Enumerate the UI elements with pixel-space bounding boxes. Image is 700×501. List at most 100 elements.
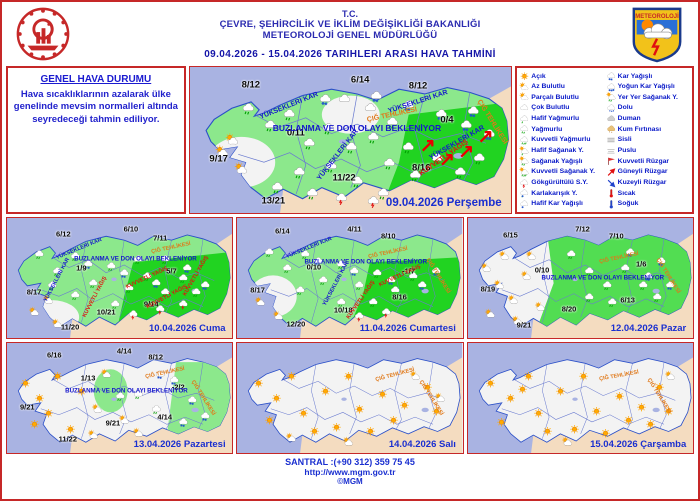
weather-sun-icon — [33, 393, 44, 404]
snow-icon — [431, 267, 441, 276]
weather-snow-icon — [168, 375, 179, 386]
general-weather-text: Hava sıcaklıklarının azalarak ülke genel… — [13, 89, 178, 125]
weather-rain-icon — [69, 289, 80, 300]
footer-url[interactable]: http://www.mgm.gov.tr — [304, 467, 396, 477]
legend-item-label: Duman — [617, 115, 641, 123]
sun-icon — [533, 409, 543, 418]
weather-partly-icon — [561, 436, 572, 448]
turkey-map-graphic — [237, 218, 463, 338]
snow-icon — [386, 276, 395, 286]
snow-icon — [178, 418, 188, 428]
weather-rain-icon — [302, 136, 316, 150]
snow-icon — [201, 411, 210, 421]
snow-icon — [371, 91, 382, 103]
weather-snow-icon — [318, 92, 332, 106]
meteorology-logo-text: METEOROLOJİ — [635, 13, 679, 20]
temperature-label: 0/4 — [440, 114, 454, 126]
partly-icon — [480, 263, 491, 272]
partly-icon — [87, 430, 98, 439]
legend-item: Çok Bulutlu — [519, 103, 603, 113]
rain-icon — [124, 283, 134, 293]
temperature-label: -1/7 — [402, 266, 416, 276]
weather-partly-icon — [498, 251, 509, 262]
temperature-label: 7/10 — [609, 231, 624, 241]
weather-sun-icon — [541, 426, 552, 437]
turkey-map-graphic — [467, 343, 693, 453]
arrowSE-icon — [607, 179, 616, 187]
sun-icon — [287, 372, 297, 381]
sun-icon — [34, 394, 44, 403]
map-sunday: 6/15 7/12 7/10 0/10 8/19 8/20 9/21 6/13 1/6 BUZLA… — [466, 217, 694, 339]
snow-icon — [183, 264, 192, 274]
sun-icon — [615, 391, 624, 401]
legend-item-label: Yer Yer Sağanak Y. — [617, 93, 678, 101]
shower1-icon — [519, 145, 529, 156]
sun-icon — [431, 407, 441, 416]
header-titles: T.C. ÇEVRE, ŞEHİRCİLİK VE İKLİM DEĞİŞİKL… — [72, 9, 628, 60]
weather-rain-icon — [299, 249, 310, 260]
weather-sun-icon — [354, 404, 365, 415]
legend-item-label: Soğuk — [617, 200, 639, 208]
rain-icon — [387, 117, 398, 130]
sun-icon — [664, 407, 673, 416]
weather-rain-icon — [263, 246, 274, 257]
weather-sun-icon — [645, 419, 656, 430]
weather-partly-icon — [521, 270, 532, 281]
weather-rain-icon — [566, 249, 577, 260]
weather-rain-icon — [390, 285, 401, 296]
weather-snow-icon — [150, 277, 161, 288]
smoke-icon — [607, 115, 615, 121]
rain1-icon — [520, 115, 529, 124]
sun-icon — [66, 424, 75, 434]
weather-rain-icon — [110, 299, 121, 310]
weather-snow-icon — [434, 107, 448, 121]
storm-icon — [335, 193, 347, 206]
legend-item: Soğuk — [606, 199, 690, 209]
legend-item: Hafif Kar Yağışlı — [519, 199, 603, 209]
weather-partly-icon — [87, 430, 98, 441]
weather-snow-icon — [83, 258, 94, 269]
weather-sun-icon — [485, 377, 496, 388]
sleet-icon — [520, 189, 529, 198]
sun-icon — [299, 409, 308, 418]
storm-icon — [129, 310, 138, 320]
legend-item-label: Az Bulutlu — [531, 83, 565, 91]
temperature-label: 4/11 — [347, 224, 362, 234]
weather-rain-icon — [292, 165, 306, 179]
temperature-label: 1/9 — [76, 263, 87, 273]
weather-sun-icon — [286, 371, 297, 382]
rain-icon — [70, 291, 80, 300]
southerly-wind-arrow-icon: ↗ — [477, 126, 494, 148]
header-line-ministry: ÇEVRE, ŞEHİRCİLİK VE İKLİM DEĞİŞİKLİĞİ B… — [219, 18, 481, 30]
weather-partly-icon — [101, 368, 112, 379]
weather-partly-icon — [286, 432, 297, 443]
temperature-label: 7/12 — [575, 224, 590, 234]
temperature-label: 6/16 — [47, 350, 62, 360]
rain-icon — [133, 389, 143, 399]
weather-rain-icon — [385, 115, 399, 130]
partly-icon — [225, 133, 238, 145]
weather-snow-icon — [624, 246, 635, 257]
temperature-label: 8/17 — [26, 287, 42, 297]
weather-rain-icon — [335, 258, 346, 269]
legend-column-1: Açık Az Bulutlu Parçalı Bulutlu Çok Bulutlu… — [519, 71, 603, 209]
weather-snow-icon — [665, 280, 676, 291]
weather-sun-icon — [430, 406, 441, 417]
partly-icon — [215, 145, 228, 156]
map-annotation: BUZLANMA VE DON OLAYI BEKLENİYOR — [541, 274, 665, 282]
weather-partly-icon — [51, 318, 62, 329]
rain-icon — [403, 142, 415, 154]
rain-icon — [294, 167, 305, 179]
weather-storm-icon — [354, 311, 365, 322]
snow-icon — [666, 281, 675, 291]
weather-rain-icon — [324, 159, 338, 173]
weather-storm-icon — [334, 191, 348, 206]
legend-item-label: Sağanak Yağışlı — [531, 157, 583, 165]
sun-icon — [646, 420, 655, 429]
weather-rain-icon — [263, 118, 277, 132]
sun-icon — [592, 407, 601, 416]
weather-partly-icon — [234, 162, 248, 176]
legend-item: Kar Yağışlı — [606, 71, 690, 81]
partly-icon — [254, 296, 265, 306]
map-wednesday: ÇIĞ TEHLİKESİ ÇIĞ TEHLİKESİ 15.04.2026 Çar… — [466, 342, 694, 454]
